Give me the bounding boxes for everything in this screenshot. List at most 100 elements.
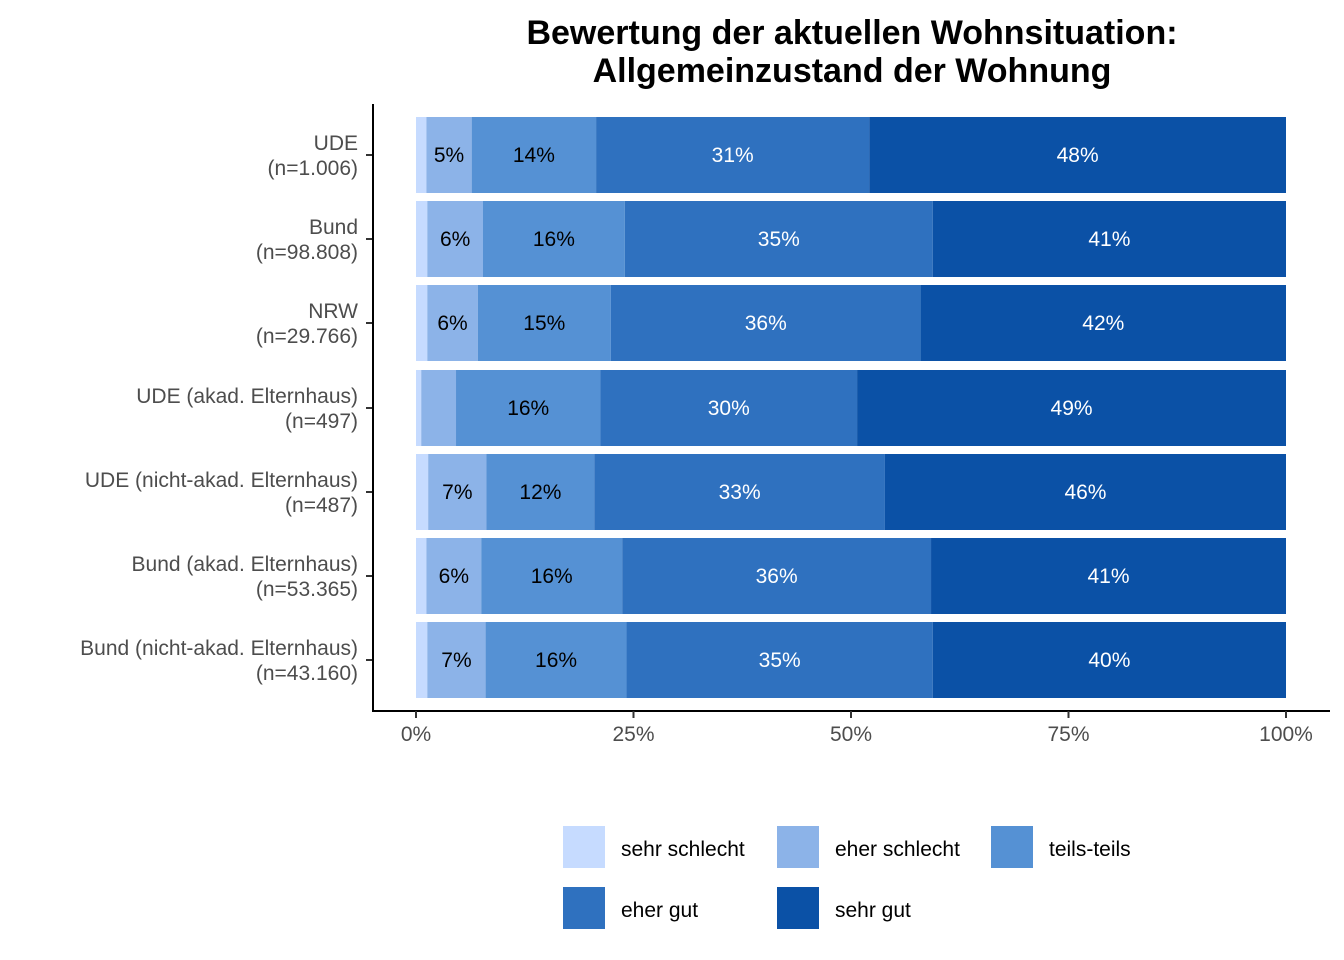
bar-segment xyxy=(426,538,482,614)
bar-value-label: 16% xyxy=(533,228,575,251)
legend-label: teils-teils xyxy=(1049,838,1131,861)
y-axis-category-labels: UDE(n=1.006) Bund(n=98.808) NRW(n=29.766) U… xyxy=(80,132,358,685)
bar-segment xyxy=(931,538,1286,614)
bar-value-label: 36% xyxy=(745,312,787,335)
x-tick-label: 100% xyxy=(1259,723,1313,746)
bar-value-label: 5% xyxy=(434,144,464,167)
bar-value-label: 42% xyxy=(1082,312,1124,335)
legend-key xyxy=(991,826,1033,868)
bar-segment xyxy=(596,117,870,193)
bar-segment xyxy=(884,454,1286,530)
bar-segment xyxy=(426,117,472,193)
bar-segment xyxy=(622,538,932,614)
category-label: Bund (nicht-akad. Elternhaus) xyxy=(80,637,358,660)
bar-value-label: 35% xyxy=(758,228,800,251)
x-tick-label: 25% xyxy=(612,723,654,746)
bar-value-label: 48% xyxy=(1057,144,1099,167)
bar-value-label: 16% xyxy=(535,649,577,672)
bar-segment xyxy=(427,201,483,277)
bar-segment xyxy=(600,370,858,446)
legend-label: eher gut xyxy=(621,899,698,922)
bars xyxy=(416,117,1286,698)
bar-segment xyxy=(486,454,595,530)
category-label: Bund xyxy=(309,216,358,239)
bar-segment xyxy=(416,370,422,446)
x-tick-label: 0% xyxy=(401,723,431,746)
bar-segment xyxy=(428,454,487,530)
legend-label: sehr gut xyxy=(835,899,911,922)
bar-segment xyxy=(421,370,457,446)
chart-title-line: Allgemeinzustand der Wohnung xyxy=(593,52,1112,90)
bar-segment xyxy=(416,538,427,614)
bar-segment xyxy=(471,117,597,193)
bar-value-label: 33% xyxy=(719,481,761,504)
x-tick-label: 50% xyxy=(830,723,872,746)
bar-value-label: 16% xyxy=(531,565,573,588)
bar-segment xyxy=(416,201,428,277)
bar-segment xyxy=(416,285,428,361)
bar-value-label: 7% xyxy=(442,481,472,504)
bar-value-label: 30% xyxy=(708,397,750,420)
bar-segment xyxy=(626,622,933,698)
category-label: Bund (akad. Elternhaus) xyxy=(132,553,358,576)
legend-label: sehr schlecht xyxy=(621,838,745,861)
bar-value-label: 14% xyxy=(513,144,555,167)
legend-key xyxy=(563,826,605,868)
legend-key xyxy=(563,887,605,929)
category-label: (n=98.808) xyxy=(256,241,358,264)
bar-value-label: 15% xyxy=(523,312,565,335)
category-label: (n=53.365) xyxy=(256,578,358,601)
bar-value-label: 36% xyxy=(756,565,798,588)
bar-segment xyxy=(920,285,1286,361)
category-label: (n=1.006) xyxy=(268,157,358,180)
category-label: (n=29.766) xyxy=(256,325,358,348)
bar-segment xyxy=(482,201,625,277)
bar-value-label: 7% xyxy=(441,649,471,672)
bar-segment xyxy=(594,454,885,530)
bar-labels: 5% 14% 31% 48% 6% 16% 35% 41% 6% 15% 36% 42% 16% 30% 4… xyxy=(434,144,1131,672)
chart-title: Bewertung der aktuellen Wohnsituation:Al… xyxy=(526,14,1177,90)
bar-value-label: 35% xyxy=(759,649,801,672)
category-label: (n=497) xyxy=(285,410,358,433)
legend: sehr schlecht eher schlecht teils-teils ehe… xyxy=(563,826,1131,929)
legend-label: eher schlecht xyxy=(835,838,960,861)
bar-segment xyxy=(416,622,428,698)
bar-value-label: 40% xyxy=(1088,649,1130,672)
bar-segment xyxy=(481,538,623,614)
bar-value-label: 46% xyxy=(1064,481,1106,504)
bar-segment xyxy=(485,622,627,698)
category-label: (n=43.160) xyxy=(256,662,358,685)
category-label: (n=487) xyxy=(285,494,358,517)
bar-value-label: 49% xyxy=(1051,397,1093,420)
bar-value-label: 6% xyxy=(439,565,469,588)
x-tick-label: 75% xyxy=(1047,723,1089,746)
bar-value-label: 41% xyxy=(1088,565,1130,588)
bar-value-label: 12% xyxy=(519,481,561,504)
bar-segment xyxy=(624,201,933,277)
category-label: UDE xyxy=(314,132,358,155)
bar-segment xyxy=(456,370,601,446)
bar-segment xyxy=(932,622,1286,698)
chart-title-line: Bewertung der aktuellen Wohnsituation: xyxy=(526,14,1177,52)
bar-segment xyxy=(427,285,478,361)
category-label: UDE (akad. Elternhaus) xyxy=(136,385,358,408)
bar-segment xyxy=(416,117,427,193)
bar-segment xyxy=(857,370,1286,446)
bar-value-label: 6% xyxy=(437,312,467,335)
bar-segment xyxy=(869,117,1286,193)
bar-value-label: 31% xyxy=(712,144,754,167)
bar-segment xyxy=(610,285,921,361)
bar-segment xyxy=(477,285,611,361)
category-label: NRW xyxy=(308,300,358,323)
bar-segment xyxy=(932,201,1286,277)
bar-value-label: 16% xyxy=(507,397,549,420)
axes: 0% 25% 50% 75% 100% xyxy=(366,104,1330,746)
bar-value-label: 41% xyxy=(1088,228,1130,251)
legend-key xyxy=(777,887,819,929)
bar-segment xyxy=(416,454,429,530)
bar-segment xyxy=(427,622,486,698)
bar-value-label: 6% xyxy=(440,228,470,251)
category-label: UDE (nicht-akad. Elternhaus) xyxy=(85,469,358,492)
legend-key xyxy=(777,826,819,868)
